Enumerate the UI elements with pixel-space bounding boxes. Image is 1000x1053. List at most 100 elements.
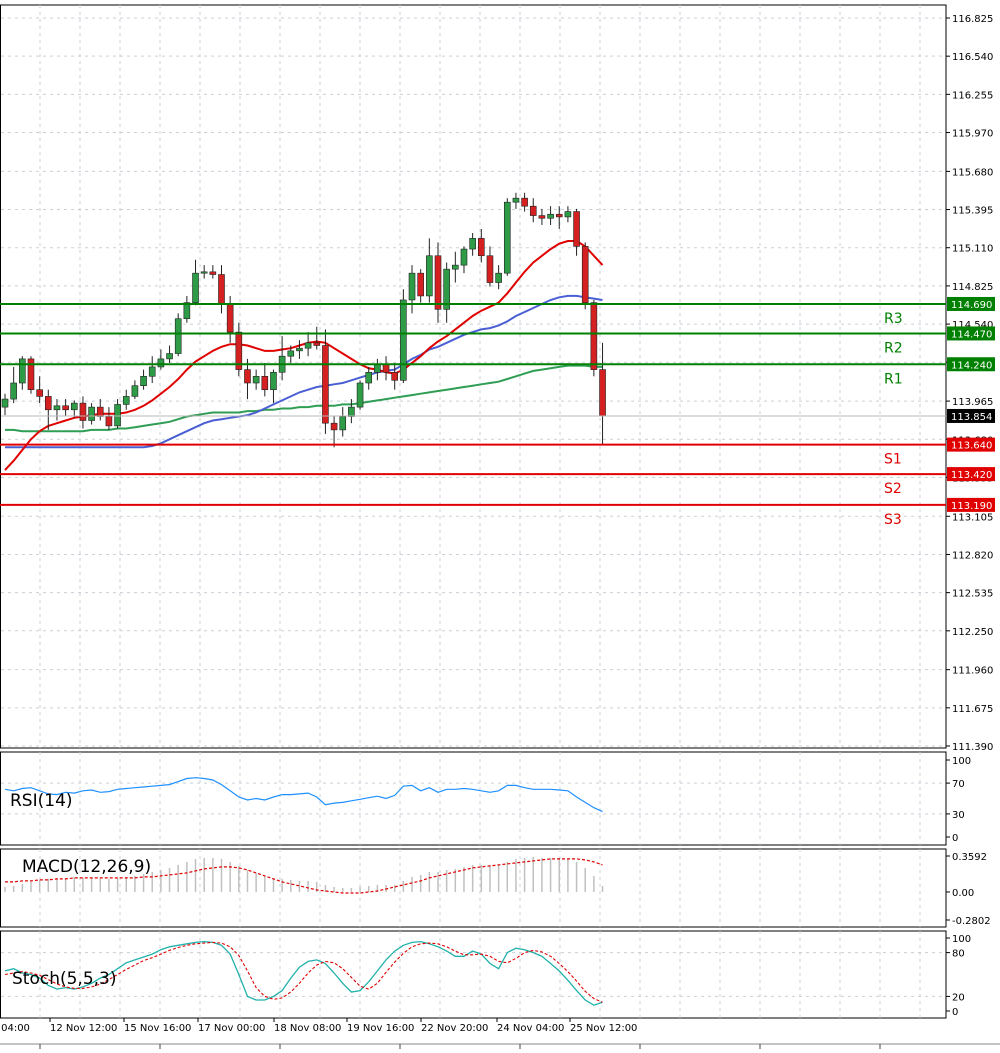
candle-body [261,376,269,391]
level-value-r3: 114.690 [951,300,992,311]
rsi-axis-label: 70 [952,779,965,790]
candle [521,192,528,212]
candle-body [209,271,217,275]
macd-axis-label: -0.2802 [952,916,991,927]
candle [486,246,494,287]
candle-body [408,272,416,301]
price-axis-label: 115.680 [952,167,993,178]
candle [313,326,321,350]
candle-body [270,371,277,391]
candle-body [122,396,130,405]
moving-average-slow-line [5,364,603,433]
candle-body [79,402,87,421]
rsi-pane-frame [0,751,947,846]
time-axis-label: 19 Nov 16:00 [347,1023,414,1034]
time-axis-label: 24 Nov 04:00 [497,1023,564,1034]
candle-body [417,272,424,297]
candle [235,322,243,377]
candle [218,265,225,314]
candle-body [469,238,476,250]
level-name-r2: R2 [884,340,903,356]
level-badge-r1 [947,357,995,372]
stoch-axis-label: 80 [952,949,965,960]
time-axis-label: v 04:00 [0,1023,30,1034]
macd-axis-label: 0.00 [952,888,974,899]
level-badge-r3 [947,296,995,311]
macd-signal-line [5,858,603,894]
candle [131,380,139,400]
time-axis-label: 12 Nov 12:00 [50,1023,117,1034]
candle-body [573,211,580,247]
candle [209,265,217,279]
candle-body [356,382,364,408]
candle-body [495,272,502,283]
candle [529,198,537,223]
rsi-axis-label: 100 [952,756,971,767]
candle-body [53,405,61,411]
candle [226,295,234,343]
price-axis-label: 111.390 [952,742,993,753]
candle [348,399,355,424]
candle [79,396,87,429]
candle [452,251,459,283]
candle [192,259,199,306]
candle [1,393,9,416]
candle [356,380,364,410]
candle [19,356,26,390]
macd-axis-label: 0.3592 [952,852,987,863]
stoch-axis-label: 20 [952,992,965,1003]
price-axis-label: 115.970 [952,129,993,140]
candle-body [477,238,485,257]
candle [573,208,580,256]
candle [62,399,69,417]
candle [495,265,502,290]
price-axis-label: 111.675 [952,704,993,715]
level-value-r1: 114.240 [951,360,992,371]
candle-body [148,366,156,377]
level-badge-s2 [947,467,995,482]
candle [287,345,295,363]
candle [330,416,338,448]
stoch-k-line [4,940,603,1006]
candle-body [157,358,165,368]
time-axis-label: 17 Nov 00:00 [198,1023,265,1034]
price-axis-label: 116.540 [952,52,993,63]
candle [88,403,95,425]
price-axis-label: 114.540 [952,320,993,331]
candle [174,313,182,357]
candle [200,265,208,279]
candle-body [374,363,381,373]
price-axis-label: 116.825 [952,14,993,25]
candle [434,242,442,323]
candle [148,356,156,384]
level-badge-s1 [947,437,995,452]
price-axis-label: 115.110 [952,244,993,255]
candle-body [70,402,78,411]
candle-body [400,299,407,381]
candle [244,358,251,400]
candle-body [36,389,43,397]
candle-body [200,271,208,274]
candle-body [382,363,390,373]
candle [252,369,260,390]
level-name-r3: R3 [884,311,903,327]
candle-body [365,371,373,384]
current-price-badge [947,408,995,423]
candle [157,349,165,370]
candle [122,389,130,410]
candle-body [166,353,173,360]
candle [581,242,589,310]
candle-body [348,406,355,417]
candle-body [555,213,563,218]
candles-group [1,192,606,448]
candle-body [581,246,589,303]
candle [105,407,113,430]
candle-body [339,416,347,431]
candle [304,332,312,357]
candle-body [322,345,329,424]
price-axis-label: 113.965 [952,397,993,408]
candle [140,369,147,390]
candle-body [27,358,35,391]
